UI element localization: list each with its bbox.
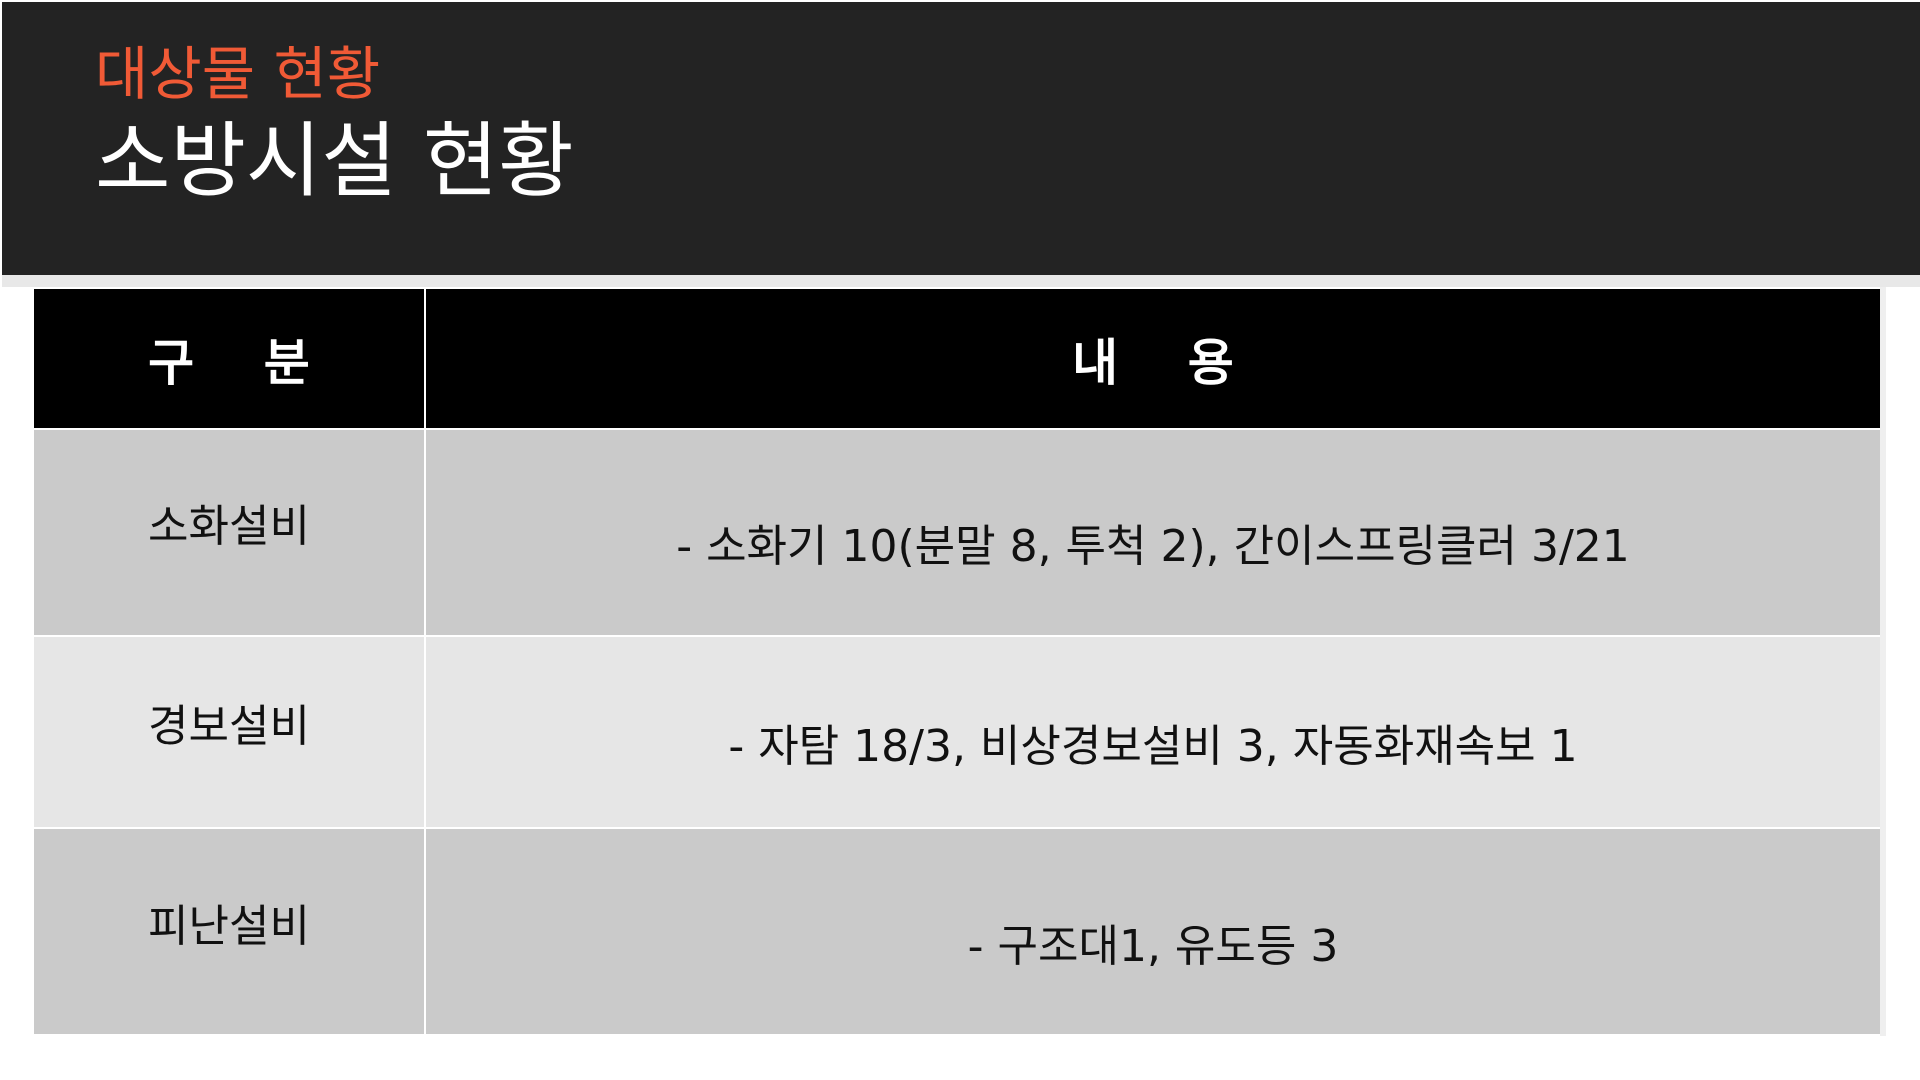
row-content-cell: - 구조대1, 유도등 3: [424, 827, 1882, 1036]
row-category-cell: 소화설비: [32, 428, 426, 637]
row-category-label: 피난설비: [148, 900, 310, 952]
table-row: 경보설비 - 자탐 18/3, 비상경보설비 3, 자동화재속보 1: [32, 634, 1882, 830]
table-row: 소화설비 - 소화기 10(분말 8, 투척 2), 간이스프링클러 3/21: [32, 428, 1882, 637]
row-content-cell: - 자탐 18/3, 비상경보설비 3, 자동화재속보 1: [424, 634, 1882, 830]
row-category-cell: 경보설비: [32, 634, 426, 830]
column-header-category: 구 분: [32, 287, 426, 430]
column-header-content: 내 용: [424, 287, 1882, 430]
fire-facility-table: 구 분 내 용 소화설비 - 소화기 10(분말 8, 투척 2), 간이스프링…: [32, 287, 1882, 1036]
row-category-label: 경보설비: [148, 700, 310, 752]
title-banner: 대상물 현황 소방시설 현황: [2, 2, 1920, 275]
table-header-row: 구 분 내 용: [32, 287, 1882, 430]
row-content-text: - 자탐 18/3, 비상경보설비 3, 자동화재속보 1: [728, 720, 1578, 772]
page-title: 소방시설 현황: [95, 114, 574, 209]
row-category-label: 소화설비: [148, 501, 310, 553]
divider-strip: [2, 275, 1920, 287]
row-content-text: - 구조대1, 유도등 3: [967, 920, 1339, 972]
table-row: 피난설비 - 구조대1, 유도등 3: [32, 827, 1882, 1036]
row-category-cell: 피난설비: [32, 827, 426, 1036]
slide-bottom-margin: [0, 1036, 1920, 1080]
row-content-cell: - 소화기 10(분말 8, 투척 2), 간이스프링클러 3/21: [424, 428, 1882, 637]
table-right-edge: [1880, 287, 1886, 1036]
row-content-text: - 소화기 10(분말 8, 투척 2), 간이스프링클러 3/21: [676, 521, 1630, 573]
section-subtitle: 대상물 현황: [95, 40, 381, 108]
